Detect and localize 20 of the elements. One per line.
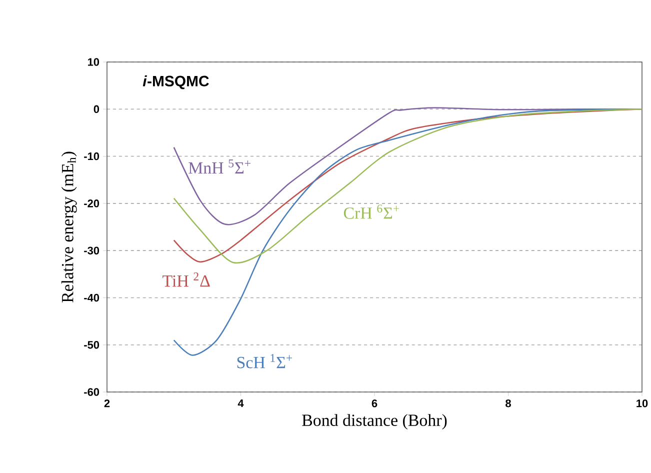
x-tick-label: 6 <box>372 400 378 408</box>
y-tick-label: -20 <box>84 200 100 208</box>
x-tick-label: 8 <box>506 400 511 408</box>
y-tick-label: -60 <box>84 388 100 396</box>
text: i-MSQMC <box>142 75 209 90</box>
y-tick-label: -50 <box>84 340 100 349</box>
y-tick-label: 10 <box>88 58 100 66</box>
series-label: CrH $^{6}$Σ$^{+}$ <box>344 204 400 219</box>
y-tick-label: -40 <box>84 294 100 302</box>
series-label: ScH $^{1}$Σ$^{+}$ <box>237 354 292 368</box>
x-axis-title: Bond distance (Bohr) <box>302 414 447 430</box>
series-label: TiH $^{2}$Δ <box>162 272 210 287</box>
y-tick-label: -30 <box>84 246 100 254</box>
y-tick-label: -10 <box>84 152 100 160</box>
x-tick-label: 2 <box>104 400 110 408</box>
x-tick-label: 10 <box>636 400 648 408</box>
y-axis-title: Relative energy (mE$_{h}$) <box>61 152 77 302</box>
y-tick-label: 0 <box>94 105 100 114</box>
x-tick-label: 4 <box>238 400 244 408</box>
series-label: MnH $^{5}$Σ$^{+}$ <box>188 159 250 174</box>
